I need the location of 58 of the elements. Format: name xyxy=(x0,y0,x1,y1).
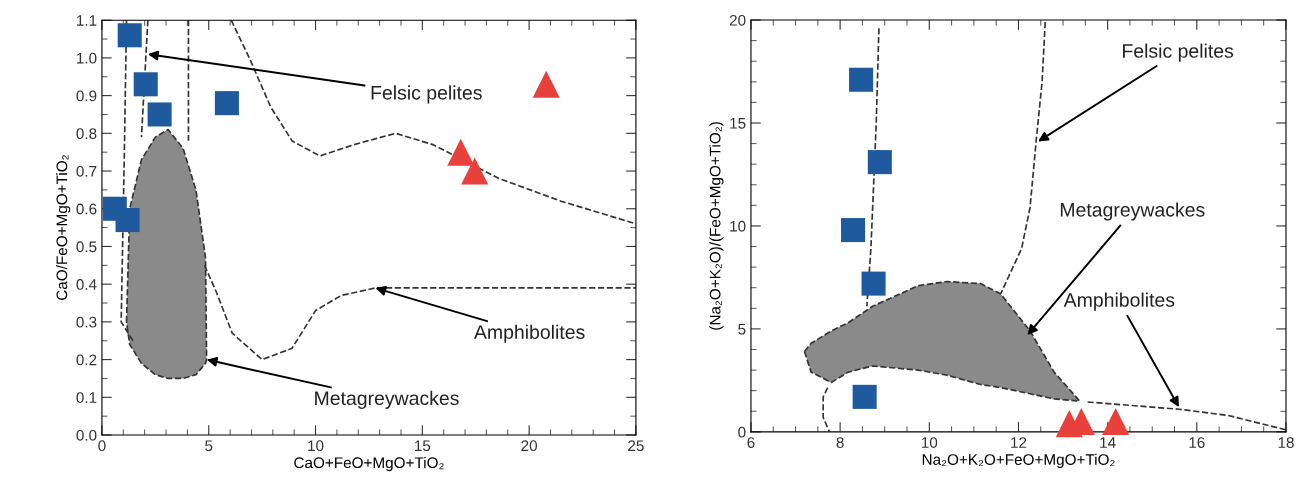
x-tick-label: 18 xyxy=(1278,437,1294,448)
y-tick-label: 0.9 xyxy=(76,90,97,102)
x-tick-label: 10 xyxy=(921,437,938,448)
x-tick-label: 16 xyxy=(1189,437,1205,448)
x-tick-label: 8 xyxy=(836,437,844,448)
annotation: Felsic pelites xyxy=(1123,43,1234,62)
x-tick-label: 10 xyxy=(308,440,324,452)
y-tick-label: 0.5 xyxy=(76,241,97,253)
annotation: Felsic pelites xyxy=(371,85,482,104)
y-tick-label: 0.4 xyxy=(76,279,97,290)
y-tick-label: 1.0 xyxy=(77,52,97,64)
line-series xyxy=(1086,401,1286,431)
point xyxy=(447,138,475,166)
y-axis-title: (Na₂O+K₂O)/(FeO+MgO+TiO₂) xyxy=(709,122,724,330)
x-tick-label: 6 xyxy=(747,437,755,448)
annotation: Amphibolites xyxy=(1063,292,1175,311)
annotation: Metagreywackes xyxy=(1060,202,1205,221)
line-series xyxy=(866,27,880,308)
y-tick-label: 0.2 xyxy=(76,354,97,366)
point xyxy=(852,384,877,409)
point xyxy=(861,271,886,296)
y-tick-label: 0.6 xyxy=(76,203,97,215)
point xyxy=(117,23,142,48)
y-tick-label: 0 xyxy=(738,426,746,438)
line-series xyxy=(822,386,831,432)
y-tick-label: 0.3 xyxy=(76,316,97,328)
point xyxy=(147,102,172,127)
x-tick-label: 14 xyxy=(1100,437,1116,448)
x-tick-label: 15 xyxy=(415,440,431,452)
y-tick-label: 1.1 xyxy=(77,15,97,26)
point xyxy=(841,218,866,243)
y-tick-label: 0.8 xyxy=(76,128,97,140)
y-axis-title: CaO/FeO+MgO+TiO₂ xyxy=(56,155,71,300)
annotation: Metagreywackes xyxy=(315,390,459,409)
point xyxy=(133,72,158,97)
point xyxy=(849,67,874,92)
x-tick-label: 20 xyxy=(521,440,538,452)
point xyxy=(115,208,140,233)
x-tick-label: 25 xyxy=(628,440,644,452)
y-tick-label: 0.1 xyxy=(76,392,97,403)
annotation: Amphibolites xyxy=(473,324,585,343)
point xyxy=(1102,408,1130,436)
y-tick-label: 0.7 xyxy=(76,165,97,177)
y-tick-label: 0.0 xyxy=(76,429,97,441)
point xyxy=(532,70,560,98)
x-tick-label: 12 xyxy=(1011,437,1027,448)
x-axis-title: Na₂O+K₂O+FeO+MgO+TiO₂ xyxy=(922,453,1115,468)
x-axis-title: CaO+FeO+MgO+TiO₂ xyxy=(294,456,444,472)
point xyxy=(461,157,489,185)
y-tick-label: 20 xyxy=(729,14,746,26)
x-tick-label: 5 xyxy=(205,440,213,452)
x-tick-label: 0 xyxy=(98,440,106,452)
y-tick-label: 10 xyxy=(730,220,746,232)
line-series xyxy=(230,20,636,225)
y-tick-label: 5 xyxy=(738,323,746,335)
point xyxy=(214,91,239,116)
y-tick-label: 15 xyxy=(730,118,746,129)
point xyxy=(867,150,892,175)
